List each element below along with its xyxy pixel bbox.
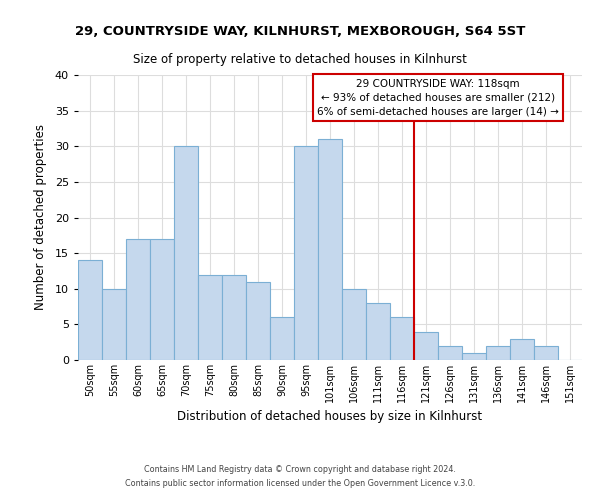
Bar [222, 274, 246, 360]
Bar [294, 146, 318, 360]
Bar [462, 353, 486, 360]
X-axis label: Distribution of detached houses by size in Kilnhurst: Distribution of detached houses by size … [178, 410, 482, 424]
Text: 29, COUNTRYSIDE WAY, KILNHURST, MEXBOROUGH, S64 5ST: 29, COUNTRYSIDE WAY, KILNHURST, MEXBOROU… [75, 25, 525, 38]
Y-axis label: Number of detached properties: Number of detached properties [34, 124, 47, 310]
Bar [486, 346, 510, 360]
Bar [198, 274, 222, 360]
Bar [270, 318, 294, 360]
Bar [126, 239, 150, 360]
Bar [390, 318, 414, 360]
Bar [246, 282, 270, 360]
Bar [150, 239, 174, 360]
Bar [366, 303, 390, 360]
Bar [534, 346, 558, 360]
Text: 29 COUNTRYSIDE WAY: 118sqm
← 93% of detached houses are smaller (212)
6% of semi: 29 COUNTRYSIDE WAY: 118sqm ← 93% of deta… [317, 78, 559, 116]
Bar [102, 289, 126, 360]
Bar [78, 260, 102, 360]
Bar [510, 338, 534, 360]
Text: Contains HM Land Registry data © Crown copyright and database right 2024.
Contai: Contains HM Land Registry data © Crown c… [125, 466, 475, 487]
Bar [342, 289, 366, 360]
Text: Size of property relative to detached houses in Kilnhurst: Size of property relative to detached ho… [133, 52, 467, 66]
Bar [318, 139, 342, 360]
Bar [414, 332, 438, 360]
Bar [438, 346, 462, 360]
Bar [174, 146, 198, 360]
